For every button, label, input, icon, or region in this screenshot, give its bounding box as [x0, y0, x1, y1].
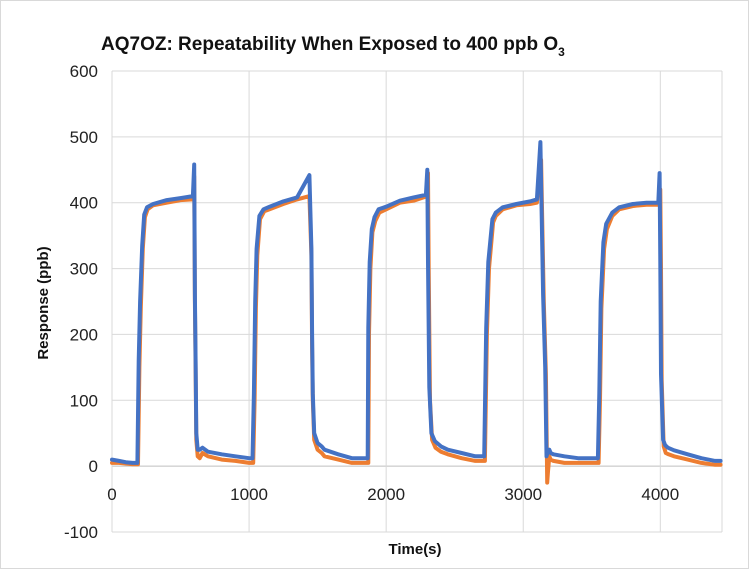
y-tick-label: 0	[89, 457, 98, 476]
chart-title: AQ7OZ: Repeatability When Exposed to 400…	[101, 34, 565, 59]
x-tick-label: 1000	[230, 485, 268, 504]
y-axis-label: Response (ppb)	[35, 246, 52, 359]
x-tick-label: 4000	[641, 485, 679, 504]
y-tick-label: 100	[70, 391, 98, 410]
x-axis-label: Time(s)	[388, 541, 441, 558]
x-tick-label: 0	[107, 485, 116, 504]
series-layer	[110, 140, 723, 485]
x-tick-label: 3000	[504, 485, 542, 504]
series-line-2	[110, 140, 723, 465]
y-tick-label: 300	[70, 260, 98, 279]
y-tick-label: 600	[70, 62, 98, 81]
series-line-1	[110, 157, 723, 485]
x-tick-label: 2000	[367, 485, 405, 504]
y-tick-label: -100	[64, 523, 98, 542]
y-tick-label: 500	[70, 128, 98, 147]
chart-title-main: AQ7OZ: Repeatability When Exposed to 400…	[101, 34, 558, 55]
y-tick-label: 200	[70, 325, 98, 344]
grid-layer	[111, 70, 723, 533]
y-tick-label: 400	[70, 194, 98, 213]
chart-title-subscript: 3	[558, 45, 565, 59]
